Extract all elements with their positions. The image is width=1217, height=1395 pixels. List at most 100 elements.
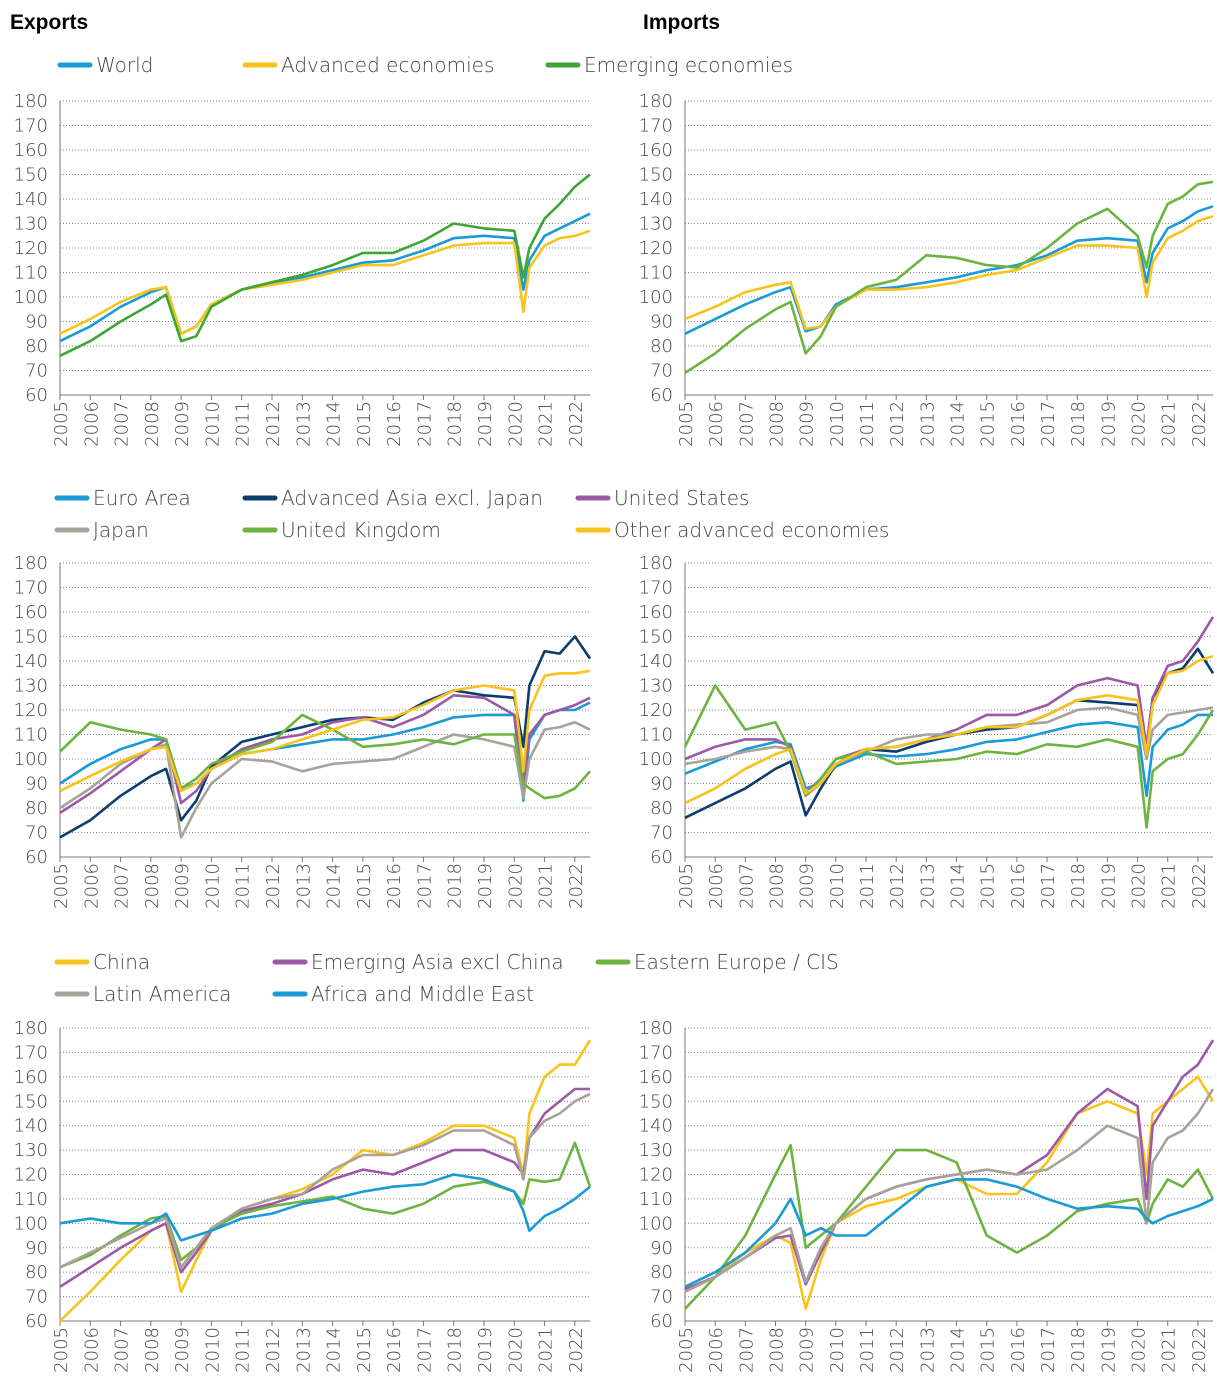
y-tick-label: 90 <box>650 1238 673 1259</box>
x-tick-label: 2020 <box>1129 863 1150 909</box>
y-tick-label: 60 <box>650 1311 673 1332</box>
y-tick-label: 160 <box>639 1067 673 1088</box>
series-line <box>59 701 591 802</box>
x-tick-label: 2011 <box>857 401 878 447</box>
y-tick-label: 120 <box>639 700 673 721</box>
x-tick-label: 2011 <box>233 1327 254 1373</box>
y-tick-label: 100 <box>639 1213 673 1234</box>
series-line <box>684 1088 1215 1293</box>
x-tick-label: 2018 <box>1068 863 1089 909</box>
x-tick-label: 2017 <box>414 1327 435 1373</box>
x-tick-label: 2019 <box>1098 863 1119 909</box>
legend-label: United States <box>614 486 749 510</box>
y-tick-label: 180 <box>639 1018 673 1039</box>
x-tick-label: 2006 <box>706 863 727 909</box>
y-tick-label: 170 <box>14 578 48 599</box>
chart-title: Imports <box>643 11 720 34</box>
legend-label: Other advanced economies <box>614 518 889 542</box>
y-tick-label: 180 <box>14 553 48 574</box>
y-tick-label: 90 <box>25 312 48 333</box>
y-tick-label: 70 <box>25 823 48 844</box>
x-tick-label: 2007 <box>112 401 133 447</box>
y-tick-label: 130 <box>14 214 48 235</box>
x-tick-label: 2013 <box>293 401 314 447</box>
x-tick-label: 2008 <box>142 863 163 909</box>
x-tick-label: 2005 <box>51 1327 72 1373</box>
x-tick-label: 2014 <box>324 1327 345 1373</box>
legend-label: Eastern Europe / CIS <box>634 950 839 974</box>
x-tick-label: 2019 <box>475 401 496 447</box>
x-tick-label: 2018 <box>445 401 466 447</box>
y-tick-label: 90 <box>25 774 48 795</box>
x-tick-label: 2019 <box>1098 401 1119 447</box>
legend-label: Japan <box>93 518 149 542</box>
x-tick-label: 2013 <box>917 863 938 909</box>
y-tick-label: 100 <box>639 287 673 308</box>
x-tick-label: 2007 <box>736 863 757 909</box>
y-tick-label: 120 <box>14 1165 48 1186</box>
y-tick-label: 140 <box>14 1116 48 1137</box>
x-tick-label: 2011 <box>857 863 878 909</box>
y-tick-label: 170 <box>14 116 48 137</box>
series-line <box>59 1087 590 1288</box>
y-tick-label: 140 <box>639 651 673 672</box>
x-tick-label: 2014 <box>948 863 969 909</box>
y-tick-label: 150 <box>639 1091 673 1112</box>
x-tick-label: 2014 <box>948 401 969 447</box>
series-line <box>59 1173 591 1242</box>
y-tick-label: 110 <box>14 725 48 746</box>
x-tick-label: 2011 <box>857 1327 878 1373</box>
x-tick-label: 2008 <box>767 863 788 909</box>
y-tick-label: 120 <box>639 1165 673 1186</box>
x-tick-label: 2022 <box>566 401 587 447</box>
x-tick-label: 2013 <box>293 863 314 909</box>
x-tick-label: 2021 <box>1159 1327 1180 1373</box>
x-tick-label: 2014 <box>324 863 345 909</box>
y-tick-label: 180 <box>14 91 48 112</box>
x-tick-label: 2008 <box>767 401 788 447</box>
x-tick-label: 2011 <box>233 863 254 909</box>
legend-label: Latin America <box>93 982 231 1006</box>
series-line <box>683 684 1215 829</box>
series-line <box>684 1143 1215 1310</box>
x-tick-label: 2018 <box>445 863 466 909</box>
legend-label: China <box>93 950 150 974</box>
y-tick-label: 80 <box>25 336 48 357</box>
x-tick-label: 2017 <box>414 401 435 447</box>
x-tick-label: 2021 <box>1159 401 1180 447</box>
x-tick-label: 2012 <box>887 401 908 447</box>
y-tick-label: 110 <box>14 263 48 284</box>
x-tick-label: 2013 <box>917 1327 938 1373</box>
y-tick-label: 160 <box>639 140 673 161</box>
x-tick-label: 2009 <box>797 1327 818 1373</box>
x-tick-label: 2016 <box>1008 1327 1029 1373</box>
x-tick-label: 2021 <box>536 401 557 447</box>
x-tick-label: 2006 <box>81 863 102 909</box>
y-tick-label: 150 <box>14 1091 48 1112</box>
x-tick-label: 2017 <box>1038 1327 1059 1373</box>
x-tick-label: 2010 <box>827 401 848 447</box>
chart-title: Exports <box>10 11 88 34</box>
series-line <box>59 1092 591 1269</box>
x-tick-label: 2021 <box>536 1327 557 1373</box>
y-tick-label: 140 <box>639 1116 673 1137</box>
legend-label: Emerging economies <box>584 53 793 77</box>
x-tick-label: 2020 <box>505 401 526 447</box>
x-tick-label: 2022 <box>566 1327 587 1373</box>
y-tick-label: 120 <box>14 238 48 259</box>
y-tick-label: 140 <box>14 651 48 672</box>
y-tick-label: 160 <box>639 602 673 623</box>
x-tick-label: 2013 <box>917 401 938 447</box>
x-tick-label: 2006 <box>81 401 102 447</box>
x-tick-label: 2020 <box>1129 1327 1150 1373</box>
y-tick-label: 180 <box>639 91 673 112</box>
x-tick-label: 2007 <box>736 401 757 447</box>
series-line <box>684 180 1214 374</box>
y-tick-label: 130 <box>639 214 673 235</box>
x-tick-label: 2021 <box>536 863 557 909</box>
x-tick-label: 2006 <box>706 1327 727 1373</box>
x-tick-label: 2015 <box>978 401 999 447</box>
y-tick-label: 170 <box>639 1042 673 1063</box>
y-tick-label: 100 <box>14 1213 48 1234</box>
y-tick-label: 120 <box>14 700 48 721</box>
